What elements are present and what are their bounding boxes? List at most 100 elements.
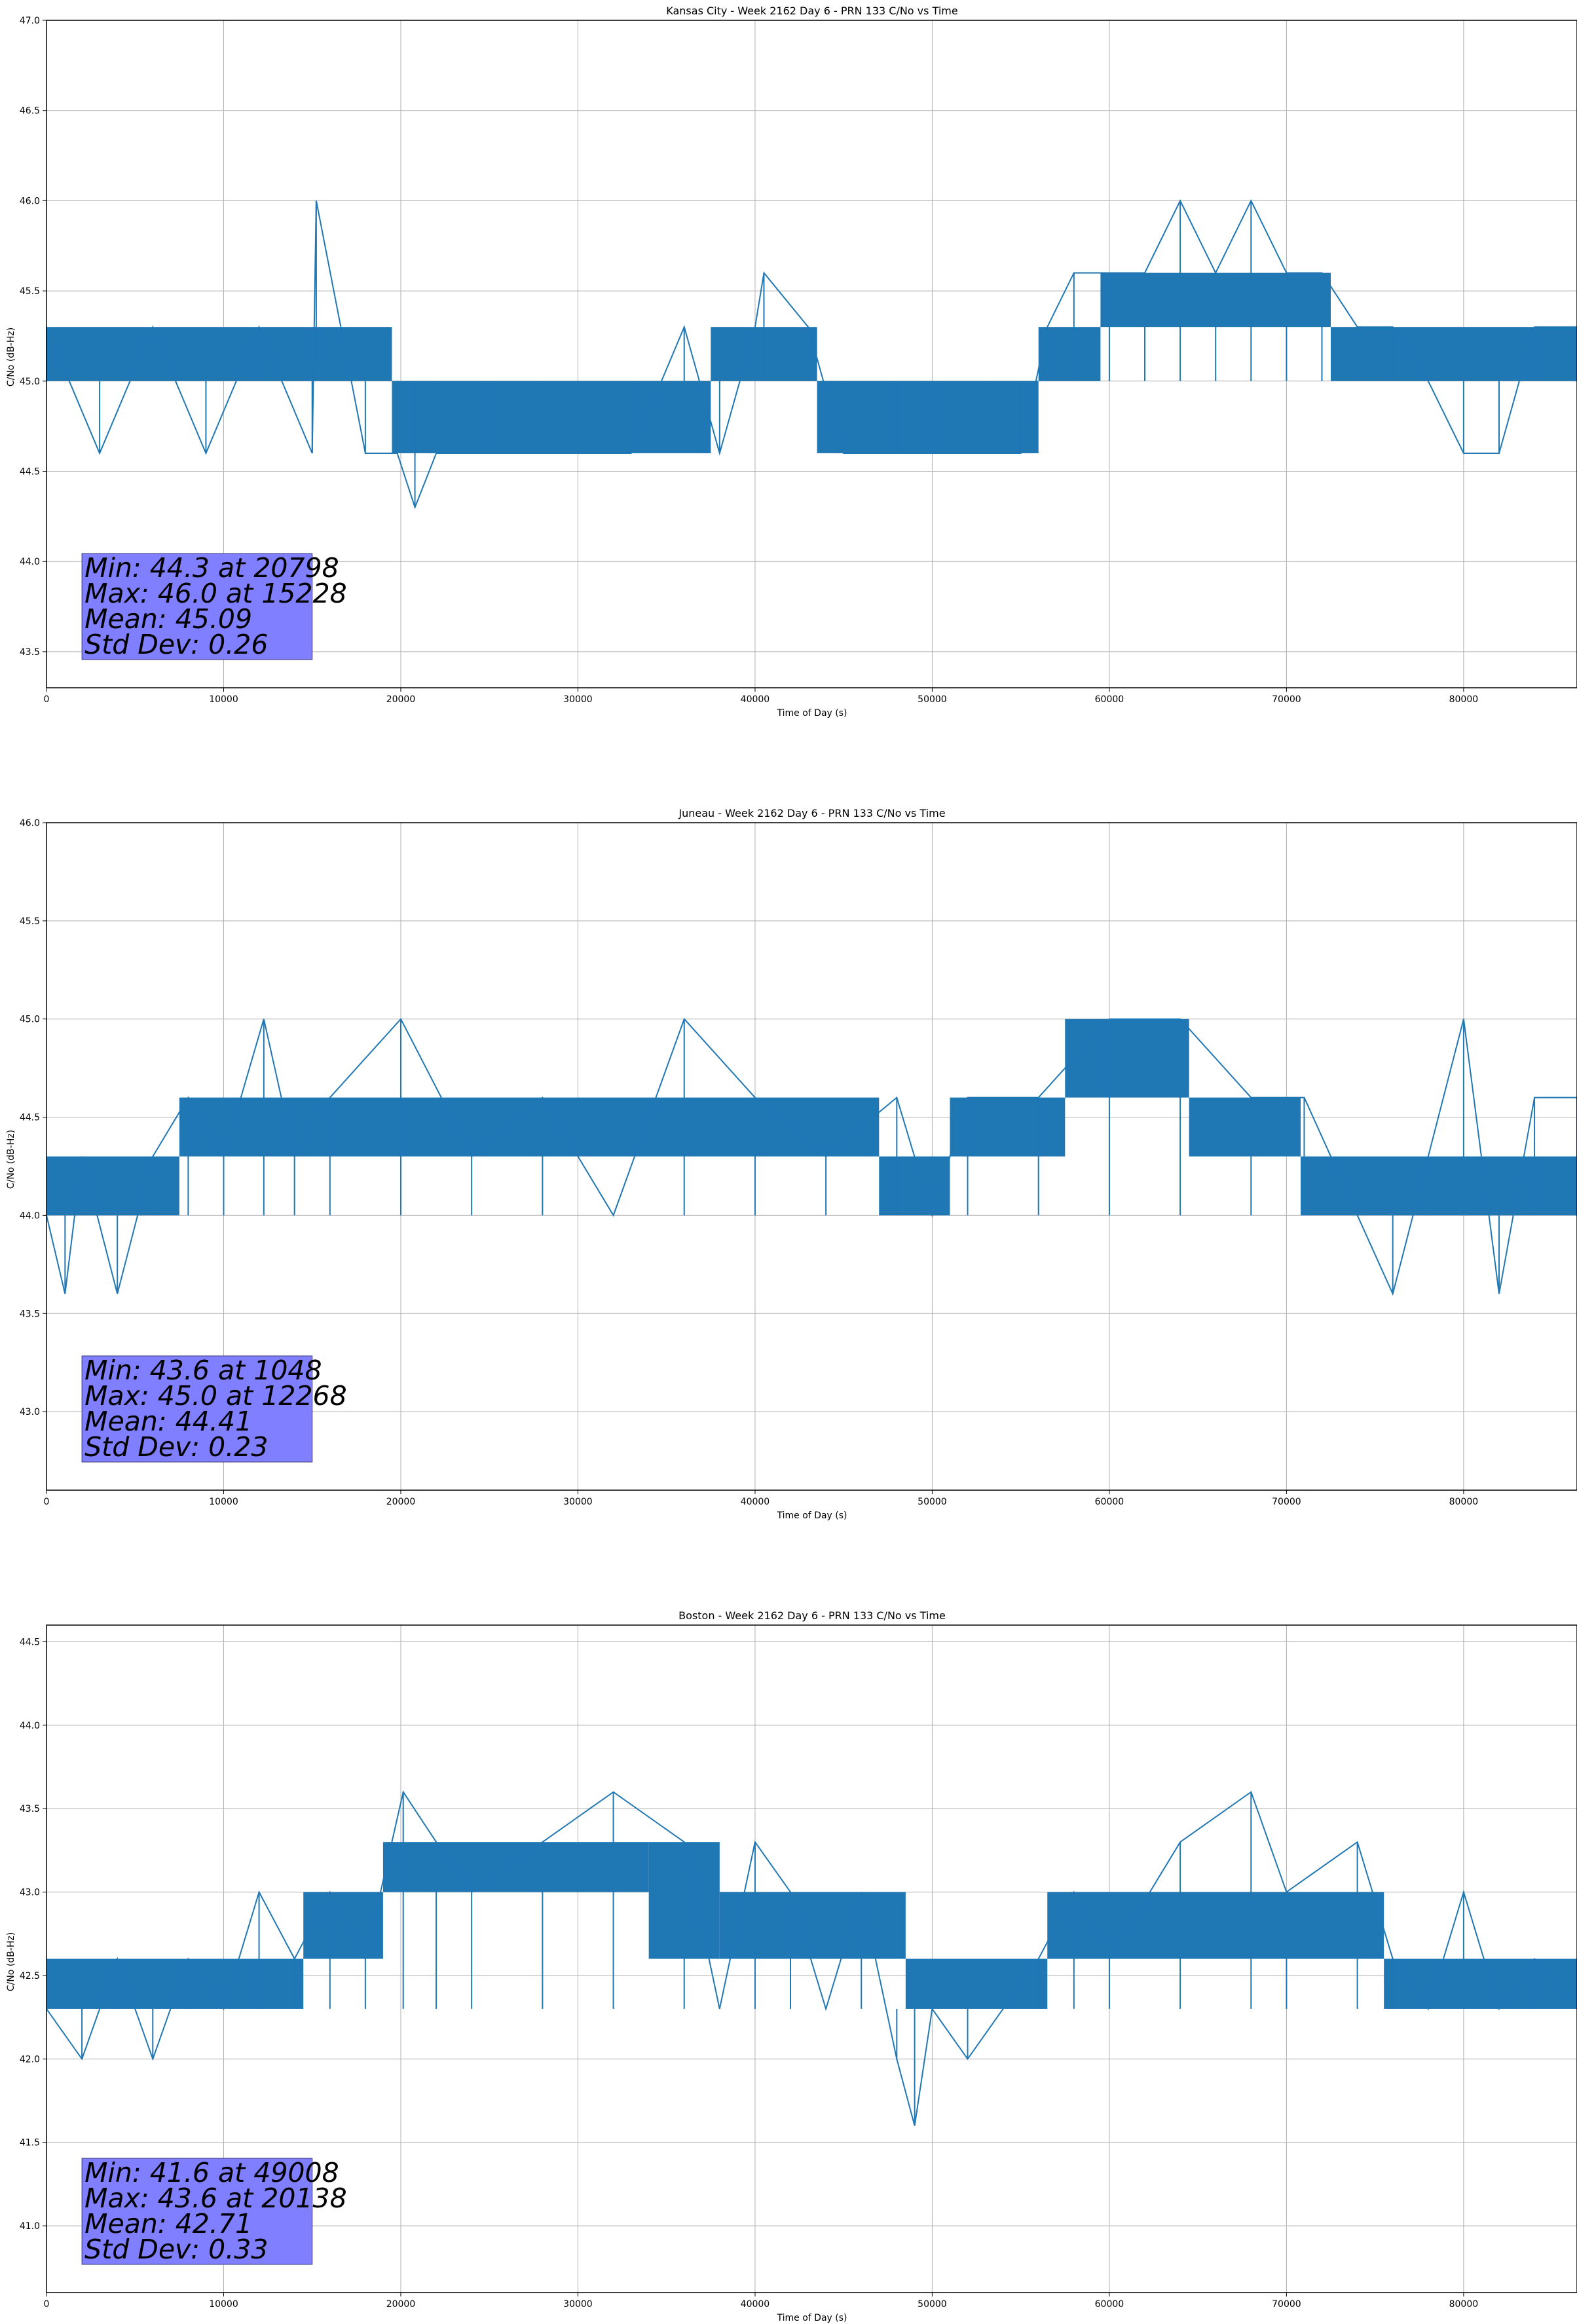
data-band (1189, 1097, 1301, 1157)
y-tick-label: 47.0 (20, 16, 40, 26)
plot-frame (46, 20, 1577, 688)
x-tick-label: 80000 (1449, 2299, 1479, 2310)
y-tick-label: 44.0 (20, 557, 40, 567)
x-tick-label: 40000 (741, 694, 770, 705)
y-tick-label: 45.0 (20, 377, 40, 387)
data-band (719, 1892, 906, 1959)
stats-line: Mean: 44.41 (84, 1406, 252, 1437)
y-tick-label: 44.5 (20, 467, 40, 478)
x-tick-label: 70000 (1272, 1497, 1301, 1507)
y-axis-label: C/No (dB-Hz) (6, 328, 16, 386)
plot-frame (46, 1624, 1577, 2293)
stats-line: Std Dev: 0.26 (84, 629, 268, 660)
data-band (1065, 1019, 1189, 1098)
y-tick-label: 41.0 (20, 2221, 40, 2232)
chart-title: Juneau - Week 2162 Day 6 - PRN 133 C/No … (678, 807, 945, 819)
y-tick-label: 44.5 (20, 1637, 40, 1647)
x-tick-label: 60000 (1095, 1497, 1124, 1507)
y-tick-label: 46.0 (20, 196, 40, 206)
data-band (188, 1959, 304, 2009)
series-line (46, 1017, 1577, 1296)
y-axis-label: C/No (dB-Hz) (6, 1932, 16, 1991)
x-tick-label: 60000 (1095, 694, 1124, 705)
x-tick-label: 30000 (563, 694, 593, 705)
x-tick-label: 10000 (209, 694, 238, 705)
data-band (382, 1842, 649, 1892)
x-tick-label: 40000 (741, 2299, 770, 2310)
plot-frame (46, 822, 1577, 1491)
data-band (392, 381, 711, 453)
data-band (950, 1097, 1066, 1157)
x-tick-label: 60000 (1095, 2299, 1124, 2310)
stats-line: Mean: 42.71 (84, 2208, 252, 2240)
x-tick-label: 20000 (386, 694, 416, 705)
x-tick-label: 0 (44, 1497, 50, 1507)
x-tick-label: 70000 (1272, 2299, 1301, 2310)
x-axis-label: Time of Day (s) (777, 1510, 847, 1521)
x-tick-label: 70000 (1272, 694, 1301, 705)
x-tick-label: 0 (44, 694, 50, 705)
stats-box (81, 2158, 313, 2265)
stats-line: Min: 41.6 at 49008 (84, 2157, 339, 2188)
y-tick-label: 41.5 (20, 2138, 40, 2148)
data-band (303, 1892, 383, 1959)
x-axis-label: Time of Day (s) (777, 708, 847, 719)
x-tick-label: 10000 (209, 2299, 238, 2310)
x-tick-label: 10000 (209, 1497, 238, 1507)
stats-box (81, 1355, 313, 1463)
data-band (1047, 1892, 1181, 1959)
series-line (46, 1790, 1577, 2126)
data-band (46, 1156, 179, 1216)
y-tick-label: 46.0 (20, 818, 40, 829)
y-tick-label: 44.5 (20, 1113, 40, 1123)
y-tick-label: 46.5 (20, 106, 40, 117)
y-tick-label: 44.0 (20, 1210, 40, 1221)
stats-line: Min: 43.6 at 1048 (84, 1355, 322, 1386)
series-line (46, 199, 1577, 510)
x-tick-label: 80000 (1449, 694, 1479, 705)
data-band (879, 1156, 950, 1216)
data-band (46, 327, 392, 381)
y-tick-label: 45.5 (20, 286, 40, 297)
y-tick-label: 44.0 (20, 1721, 40, 1731)
y-tick-label: 43.0 (20, 1407, 40, 1417)
x-axis-label: Time of Day (s) (777, 2313, 847, 2323)
x-tick-label: 20000 (386, 2299, 416, 2310)
y-tick-label: 43.0 (20, 1888, 40, 1898)
x-tick-label: 20000 (386, 1497, 416, 1507)
stats-line: Max: 43.6 at 20138 (84, 2183, 347, 2214)
data-band (817, 381, 1039, 453)
x-tick-label: 40000 (741, 1497, 770, 1507)
stats-line: Min: 44.3 at 20798 (84, 552, 339, 584)
y-tick-label: 42.0 (20, 2054, 40, 2065)
x-tick-label: 50000 (918, 1497, 947, 1507)
x-tick-label: 30000 (563, 2299, 593, 2310)
data-band (1331, 327, 1577, 381)
chart-title: Boston - Week 2162 Day 6 - PRN 133 C/No … (678, 1609, 946, 1622)
data-band (1038, 327, 1101, 381)
y-tick-label: 43.5 (20, 647, 40, 658)
chart-panel-juneau: Juneau - Week 2162 Day 6 - PRN 133 C/No … (6, 807, 1577, 1521)
chart-title: Kansas City - Week 2162 Day 6 - PRN 133 … (666, 5, 957, 17)
y-tick-label: 42.5 (20, 1971, 40, 1981)
stats-box (81, 553, 313, 660)
chart-panel-kansas-city: Kansas City - Week 2162 Day 6 - PRN 133 … (6, 5, 1577, 719)
stats-line: Std Dev: 0.33 (84, 2234, 268, 2265)
stats-line: Max: 45.0 at 12268 (84, 1380, 347, 1412)
x-tick-label: 50000 (918, 2299, 947, 2310)
data-band (179, 1097, 880, 1157)
stats-line: Mean: 45.09 (84, 603, 252, 635)
data-band (1301, 1156, 1577, 1216)
stats-line: Max: 46.0 at 15228 (84, 578, 347, 609)
chart-panel-boston: Boston - Week 2162 Day 6 - PRN 133 C/No … (6, 1609, 1577, 2323)
x-tick-label: 50000 (918, 694, 947, 705)
x-tick-label: 30000 (563, 1497, 593, 1507)
y-tick-label: 45.0 (20, 1015, 40, 1025)
y-axis-label: C/No (dB-Hz) (6, 1130, 16, 1189)
y-tick-label: 43.5 (20, 1804, 40, 1814)
data-band (1180, 1892, 1384, 1959)
x-tick-label: 0 (44, 2299, 50, 2310)
y-tick-label: 45.5 (20, 916, 40, 927)
data-band (1384, 1959, 1577, 2009)
data-band (905, 1959, 1048, 2009)
